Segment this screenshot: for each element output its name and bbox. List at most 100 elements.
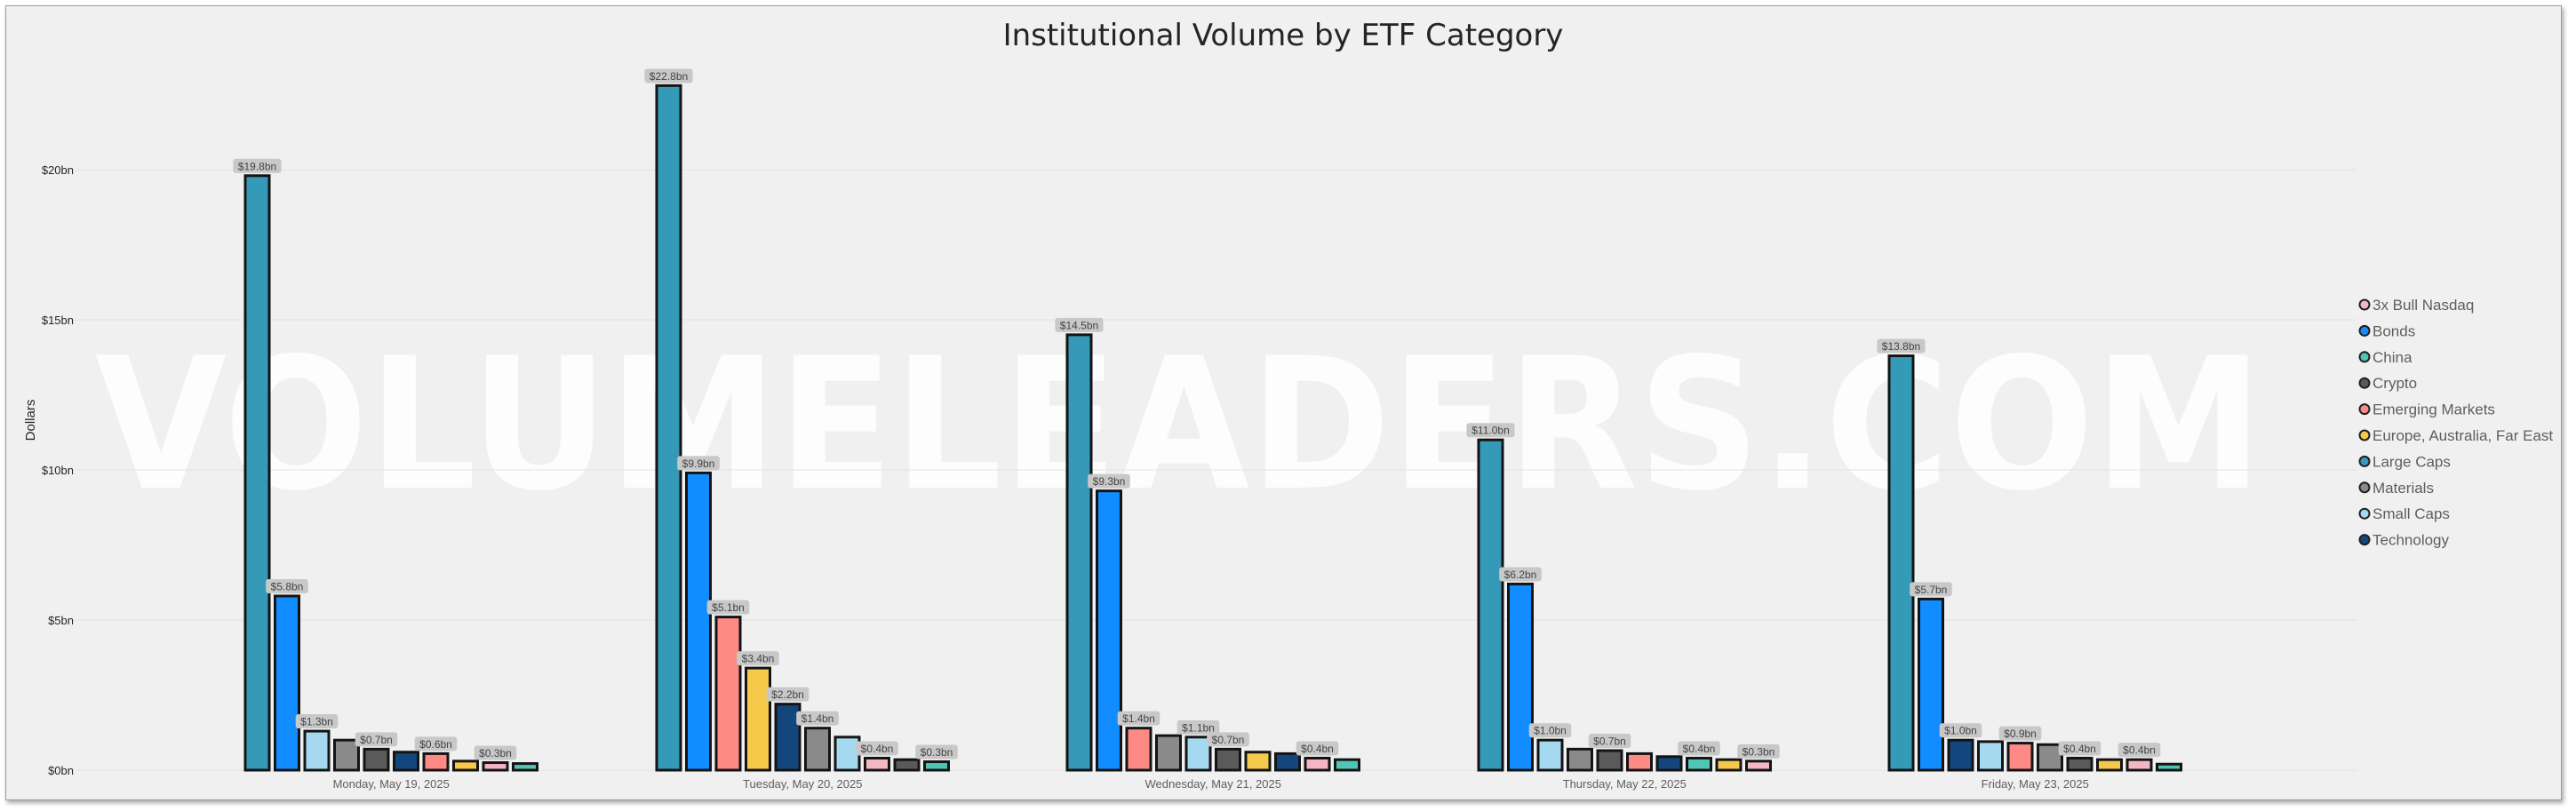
data-label: $1.3bn: [295, 714, 339, 729]
bar-materials[interactable]: [333, 738, 360, 772]
data-label-box: [1910, 582, 1952, 597]
bar-china[interactable]: [923, 760, 950, 772]
data-label-box: [355, 732, 398, 747]
data-label: $14.5bn: [1055, 317, 1104, 332]
data-label-box: [644, 68, 693, 83]
bar-small-caps[interactable]: [1184, 735, 1212, 772]
bar-bonds[interactable]: [1507, 582, 1534, 772]
legend-item-small-caps[interactable]: Small Caps: [2358, 505, 2450, 522]
bar-large-caps[interactable]: [243, 174, 271, 772]
bar-materials[interactable]: [1155, 734, 1182, 772]
data-label-text: $9.9bn: [682, 457, 715, 470]
x-tick-label: Friday, May 23, 2025: [1982, 777, 2089, 791]
bar-technology[interactable]: [393, 751, 419, 772]
bar-3x-bull-nasdaq[interactable]: [864, 756, 890, 772]
data-label: $0.4bn: [1296, 741, 1339, 756]
bar-china[interactable]: [512, 762, 538, 772]
bar-large-caps[interactable]: [1477, 438, 1504, 772]
bar-bonds[interactable]: [1918, 597, 1944, 772]
bar-3x-bull-nasdaq[interactable]: [2125, 758, 2153, 772]
legend-item-technology[interactable]: Technology: [2358, 532, 2450, 549]
data-label: $5.1bn: [706, 600, 750, 615]
legend-item-large-caps[interactable]: Large Caps: [2358, 453, 2451, 470]
legend-marker: [2358, 455, 2371, 467]
y-axis: $0bn $5bn $10bn $15bn $20bn: [42, 163, 74, 777]
bar-emerging-markets[interactable]: [1125, 727, 1152, 772]
legend-label: Crypto: [2373, 375, 2417, 392]
bar-large-caps[interactable]: [1887, 354, 1915, 772]
data-label: $0.4bn: [2058, 741, 2101, 756]
data-label-box: [1296, 741, 1339, 756]
bar-3x-bull-nasdaq[interactable]: [1745, 759, 1772, 772]
bar-crypto[interactable]: [1596, 749, 1623, 772]
data-label-text: $11.0bn: [1471, 425, 1510, 437]
bar-materials[interactable]: [804, 727, 831, 772]
bar-technology[interactable]: [1947, 738, 1974, 772]
bar-emerging-markets[interactable]: [1626, 751, 1653, 772]
bar-emerging-markets[interactable]: [714, 616, 742, 772]
data-label-box: [1207, 732, 1249, 747]
bar-crypto[interactable]: [2066, 756, 2093, 772]
legend-marker: [2358, 429, 2371, 441]
bar-crypto[interactable]: [363, 747, 390, 772]
legend-label: Materials: [2373, 480, 2434, 497]
data-label-box: [474, 745, 517, 760]
bar-china[interactable]: [1686, 756, 1712, 772]
legend-item-3x-bull-nasdaq[interactable]: 3x Bull Nasdaq: [2358, 297, 2475, 314]
legend-item-china[interactable]: China: [2358, 349, 2413, 366]
bar-europe-australia-far-east[interactable]: [2096, 758, 2123, 772]
bar-bonds[interactable]: [1096, 489, 1122, 772]
data-label-text: $6.2bn: [1504, 568, 1537, 581]
data-label-box: [856, 741, 898, 756]
data-label-box: [737, 651, 779, 666]
data-label-text: $14.5bn: [1060, 319, 1098, 331]
bar-technology[interactable]: [1274, 751, 1301, 772]
data-label-text: $0.7bn: [360, 734, 393, 746]
bar-europe-australia-far-east[interactable]: [452, 759, 479, 772]
bar-technology[interactable]: [774, 703, 802, 772]
legend-marker: [2358, 324, 2371, 337]
y-tick-label: $15bn: [42, 314, 74, 327]
legend-item-crypto[interactable]: Crypto: [2358, 375, 2418, 392]
data-labels: $19.8bn $5.8bn $1.3bn $0.7bn $0.6bn $0.3bn $22…: [233, 68, 2161, 760]
data-label-text: $5.7bn: [1915, 584, 1948, 596]
bar-emerging-markets[interactable]: [422, 751, 450, 772]
bar-bonds[interactable]: [274, 594, 300, 772]
bar-emerging-markets[interactable]: [2006, 742, 2034, 772]
bar-small-caps[interactable]: [1536, 738, 1564, 772]
bar-large-caps[interactable]: [655, 83, 682, 772]
bar-bonds[interactable]: [685, 471, 712, 772]
bar-small-caps[interactable]: [833, 735, 861, 772]
data-label: $5.8bn: [266, 578, 308, 593]
legend[interactable]: 3x Bull Nasdaq Bonds China Crypto Emerging M…: [2358, 297, 2554, 549]
bar-crypto[interactable]: [893, 758, 921, 772]
bar-europe-australia-far-east[interactable]: [1244, 751, 1272, 772]
data-label: $5.7bn: [1910, 582, 1952, 597]
chart-title: Institutional Volume by ETF Category: [1003, 18, 1564, 53]
bar-china[interactable]: [1334, 758, 1360, 772]
bar-europe-australia-far-east[interactable]: [1715, 758, 1743, 772]
data-label: $3.4bn: [737, 651, 779, 666]
y-tick-label: $5bn: [48, 614, 74, 627]
bar-small-caps[interactable]: [303, 729, 331, 772]
data-label-box: [677, 456, 720, 471]
bar-3x-bull-nasdaq[interactable]: [482, 761, 509, 772]
legend-item-emerging-markets[interactable]: Emerging Markets: [2358, 402, 2495, 418]
legend-item-materials[interactable]: Materials: [2358, 480, 2434, 497]
bar-materials[interactable]: [2037, 743, 2063, 772]
bar-crypto[interactable]: [1215, 747, 1241, 772]
bar-europe-australia-far-east[interactable]: [745, 666, 771, 772]
data-label: $0.3bn: [474, 745, 517, 760]
data-label: $9.9bn: [677, 456, 720, 471]
legend-item-bonds[interactable]: Bonds: [2358, 322, 2416, 339]
bar-large-caps[interactable]: [1065, 333, 1093, 772]
bar-3x-bull-nasdaq[interactable]: [1304, 756, 1331, 772]
legend-marker: [2358, 298, 2371, 311]
bar-china[interactable]: [2156, 762, 2182, 772]
bar-technology[interactable]: [1655, 755, 1683, 772]
data-label-box: [1998, 726, 2042, 741]
legend-marker: [2358, 534, 2371, 546]
bar-materials[interactable]: [1567, 747, 1593, 772]
legend-item-europe-australia-far-east[interactable]: Europe, Australia, Far East: [2358, 427, 2554, 444]
bar-small-caps[interactable]: [1977, 740, 2004, 772]
